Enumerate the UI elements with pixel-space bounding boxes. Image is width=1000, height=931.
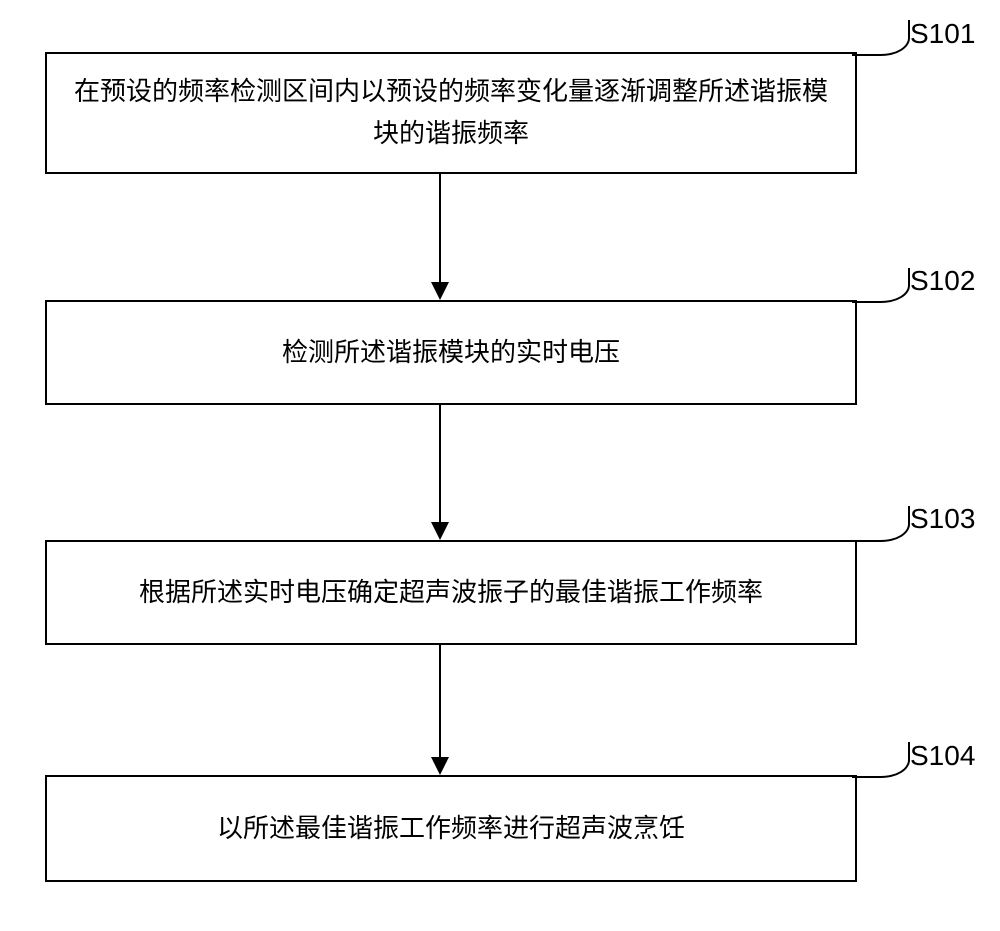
step-text-s103: 根据所述实时电压确定超声波振子的最佳谐振工作频率 xyxy=(139,572,763,614)
connector-s103 xyxy=(852,506,910,542)
connector-s104 xyxy=(852,742,910,778)
flowchart-container: 在预设的频率检测区间内以预设的频率变化量逐渐调整所述谐振模块的谐振频率 检测所述… xyxy=(0,0,1000,931)
connector-s102 xyxy=(852,268,910,303)
step-box-s103: 根据所述实时电压确定超声波振子的最佳谐振工作频率 xyxy=(45,540,857,645)
step-box-s102: 检测所述谐振模块的实时电压 xyxy=(45,300,857,405)
step-label-s104: S104 xyxy=(910,740,975,772)
step-text-s104: 以所述最佳谐振工作频率进行超声波烹饪 xyxy=(217,808,685,850)
step-box-s101: 在预设的频率检测区间内以预设的频率变化量逐渐调整所述谐振模块的谐振频率 xyxy=(45,52,857,174)
step-text-s101: 在预设的频率检测区间内以预设的频率变化量逐渐调整所述谐振模块的谐振频率 xyxy=(67,71,835,154)
step-label-s101: S101 xyxy=(910,18,975,50)
step-text-s102: 检测所述谐振模块的实时电压 xyxy=(282,332,620,374)
step-box-s104: 以所述最佳谐振工作频率进行超声波烹饪 xyxy=(45,775,857,882)
step-label-s103: S103 xyxy=(910,503,975,535)
connector-s101 xyxy=(852,20,910,56)
step-label-s102: S102 xyxy=(910,265,975,297)
